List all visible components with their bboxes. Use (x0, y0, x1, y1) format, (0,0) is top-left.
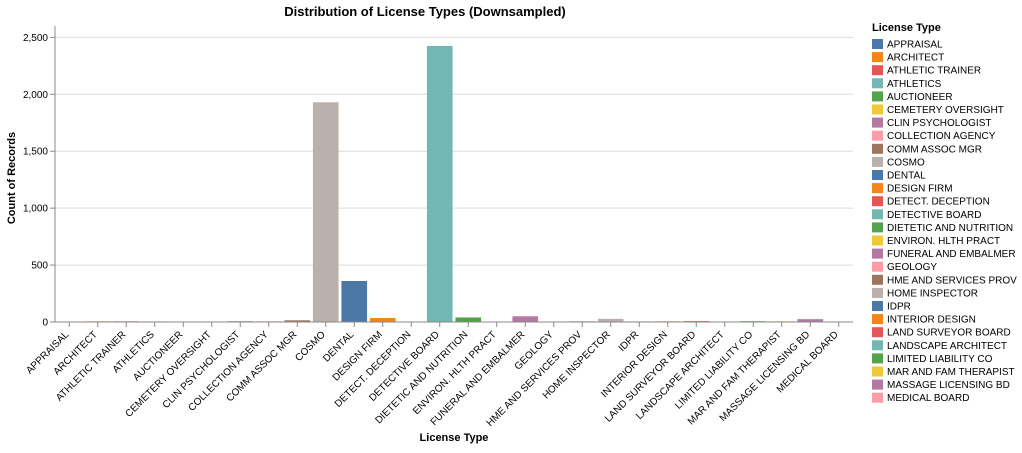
legend-swatch (872, 301, 883, 311)
legend-swatch (872, 327, 883, 338)
legend-swatch (872, 222, 883, 233)
legend-label: DIETETIC AND NUTRITION (887, 223, 1013, 234)
legend-label: FUNERAL AND EMBALMER (887, 249, 1016, 260)
legend-swatch (872, 353, 883, 364)
legend-label: HOME INSPECTOR (887, 288, 978, 299)
legend: License Type APPRAISAL ARCHITECT ATHLETIC … (872, 22, 1017, 404)
legend-swatch (872, 104, 883, 115)
legend-label: ATHLETICS (887, 79, 942, 90)
chart-title: Distribution of License Types (Downsampl… (284, 4, 565, 19)
y-axis-title: Count of Records (6, 132, 18, 224)
legend-label: ENVIRON. HLTH PRACT (887, 236, 1000, 247)
legend-label: MEDICAL BOARD (887, 393, 969, 404)
legend-swatch (872, 196, 883, 207)
legend-swatch (872, 39, 883, 49)
bar (312, 102, 339, 323)
legend-swatch (872, 170, 883, 180)
legend-label: COSMO (887, 157, 925, 168)
legend-swatch (872, 65, 883, 76)
y-tick-label: 2,000 (23, 90, 48, 101)
legend-label: ARCHITECT (887, 53, 944, 64)
legend-swatch (872, 340, 883, 351)
legend-swatch (872, 235, 883, 246)
legend-swatch (872, 287, 883, 298)
bar (597, 318, 624, 322)
legend-swatch (872, 366, 883, 377)
x-tick-label: AUCTIONEER (131, 329, 185, 383)
legend-label: DESIGN FIRM (887, 184, 953, 195)
legend-label: CEMETERY OVERSIGHT (887, 105, 1004, 116)
legend-label: AUCTIONEER (887, 92, 953, 103)
legend-swatch (872, 117, 883, 128)
bar (369, 318, 396, 322)
y-tick-label: 1,000 (23, 204, 48, 215)
legend-label: LANDSCAPE ARCHITECT (887, 341, 1007, 352)
legend-label: DETECTIVE BOARD (887, 210, 981, 221)
bar (341, 281, 368, 322)
x-axis-title: License Type (420, 432, 489, 444)
legend-swatch (872, 261, 883, 272)
x-tick-label: DESIGN FIRM (331, 329, 385, 383)
legend-swatch (872, 91, 883, 102)
gridlines (55, 36, 853, 323)
y-tick-label: 2,500 (23, 33, 48, 44)
legend-label: CLIN PSYCHOLOGIST (887, 118, 991, 129)
legend-swatch (872, 392, 883, 403)
bar (512, 316, 539, 322)
x-tick-label: IDPR (617, 329, 642, 354)
legend-swatch (872, 379, 883, 390)
legend-label: COMM ASSOC MGR (887, 144, 982, 155)
legend-label: DETECT. DECEPTION (887, 197, 990, 208)
legend-label: IDPR (887, 302, 911, 313)
legend-label: LAND SURVEYOR BOARD (887, 328, 1011, 339)
legend-title: License Type (872, 22, 941, 34)
legend-swatch (872, 143, 883, 154)
bar (284, 320, 311, 322)
bar (797, 319, 824, 322)
bar (455, 317, 482, 322)
legend-swatch (872, 183, 883, 194)
legend-label: HME AND SERVICES PROV (887, 275, 1017, 286)
bars (56, 45, 852, 323)
y-tick-label: 500 (31, 261, 48, 272)
legend-label: MAR AND FAM THERAPIST (887, 367, 1015, 378)
bar (426, 45, 453, 323)
legend-swatch (872, 52, 883, 63)
legend-label: GEOLOGY (887, 262, 937, 273)
y-tick-label: 1,500 (23, 147, 48, 158)
legend-swatch (872, 156, 883, 167)
legend-label: LIMITED LIABILITY CO (887, 354, 993, 365)
legend-label: DENTAL (887, 171, 926, 182)
legend-label: ATHLETIC TRAINER (887, 66, 981, 77)
legend-swatch (872, 248, 883, 259)
legend-label: APPRAISAL (887, 40, 943, 51)
legend-label: INTERIOR DESIGN (887, 315, 976, 326)
legend-label: COLLECTION AGENCY (887, 131, 996, 142)
legend-label: MASSAGE LICENSING BD (887, 380, 1010, 391)
y-tick-label: 0 (42, 318, 48, 329)
legend-swatch (872, 78, 883, 89)
legend-swatch (872, 209, 883, 220)
legend-swatch (872, 314, 883, 325)
legend-swatch (872, 274, 883, 285)
legend-swatch (872, 130, 883, 141)
